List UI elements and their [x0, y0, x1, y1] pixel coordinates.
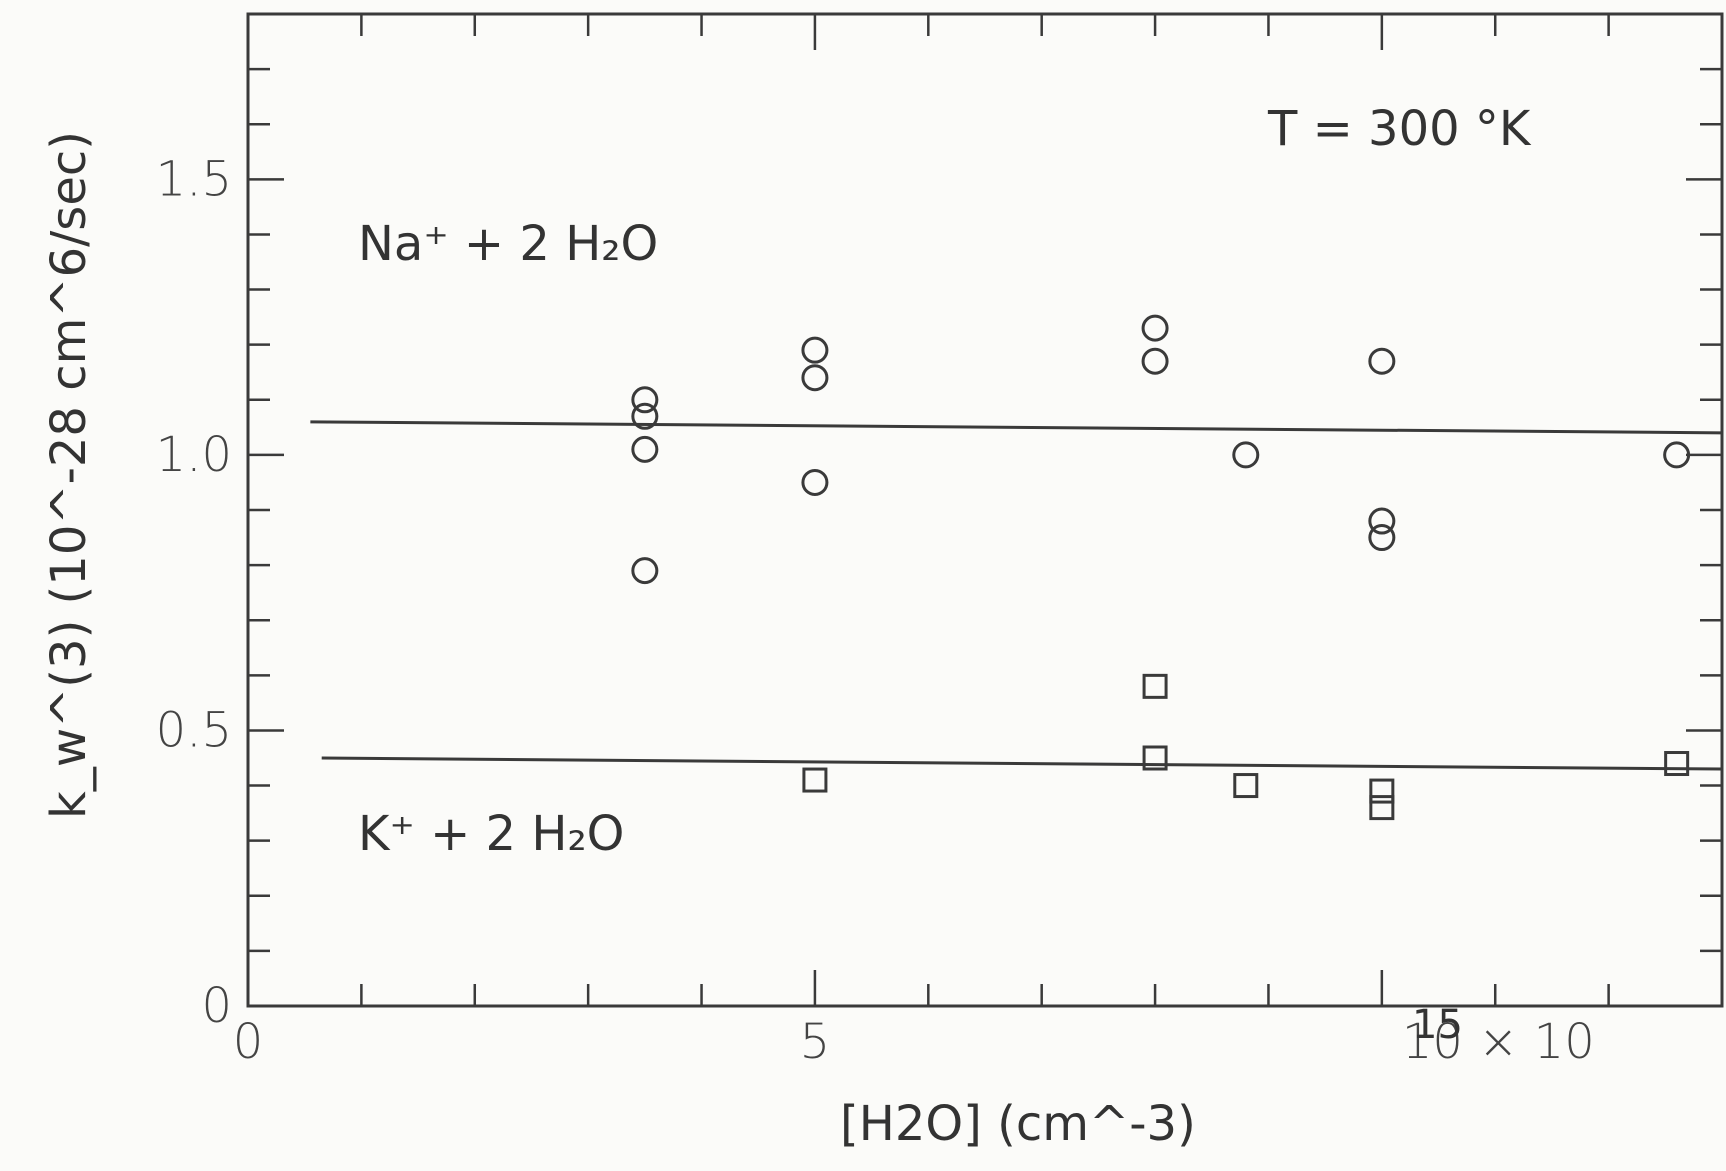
circle-point	[1368, 524, 1396, 552]
square-point	[1369, 778, 1395, 804]
circle-point	[631, 435, 659, 463]
circle-point	[1368, 507, 1396, 535]
tick-labels: 0 5 10 × 10 0 0.5 1.0 1.5	[156, 151, 1595, 1070]
square-point	[1664, 751, 1690, 777]
fit-lines	[310, 420, 1723, 771]
circle-point	[1141, 314, 1169, 342]
square-point	[1142, 673, 1168, 699]
y-tick-label: 1.0	[156, 427, 232, 483]
circle-point	[1663, 441, 1691, 469]
y-axis-title: k_w^(3) (10^-28 cm^6/sec)	[41, 131, 97, 819]
x-tick-label: 10 × 10	[1402, 1014, 1595, 1070]
data-points	[631, 314, 1691, 821]
square-point	[1233, 773, 1259, 799]
y-tick-label: 0.5	[156, 702, 232, 758]
circle-point	[801, 336, 829, 364]
x-tick-label: 5	[800, 1014, 831, 1070]
square-point	[1369, 795, 1395, 821]
na-series-label: Na⁺ + 2 H₂O	[358, 216, 658, 272]
x-axis-title: [H2O] (cm^-3)	[840, 1096, 1196, 1152]
circle-point	[801, 468, 829, 496]
square-point	[1142, 745, 1168, 771]
square-point	[802, 767, 828, 793]
circle-point	[801, 364, 829, 392]
circle-point	[631, 386, 659, 414]
circle-point	[1141, 347, 1169, 375]
fit-line	[310, 420, 1723, 435]
k-series-label: K⁺ + 2 H₂O	[358, 806, 624, 862]
circle-point	[631, 402, 659, 430]
y-tick-label: 1.5	[156, 151, 232, 207]
circle-point	[1368, 347, 1396, 375]
circle-point	[1232, 441, 1260, 469]
temperature-annotation: T = 300 °K	[1267, 101, 1532, 157]
x-tick-label: 0	[233, 1014, 264, 1070]
ticks	[246, 12, 1724, 1008]
x-tick-exponent: 15	[1412, 1002, 1463, 1048]
fit-line	[321, 756, 1723, 771]
y-tick-label: 0	[201, 978, 232, 1034]
circle-point	[631, 557, 659, 585]
